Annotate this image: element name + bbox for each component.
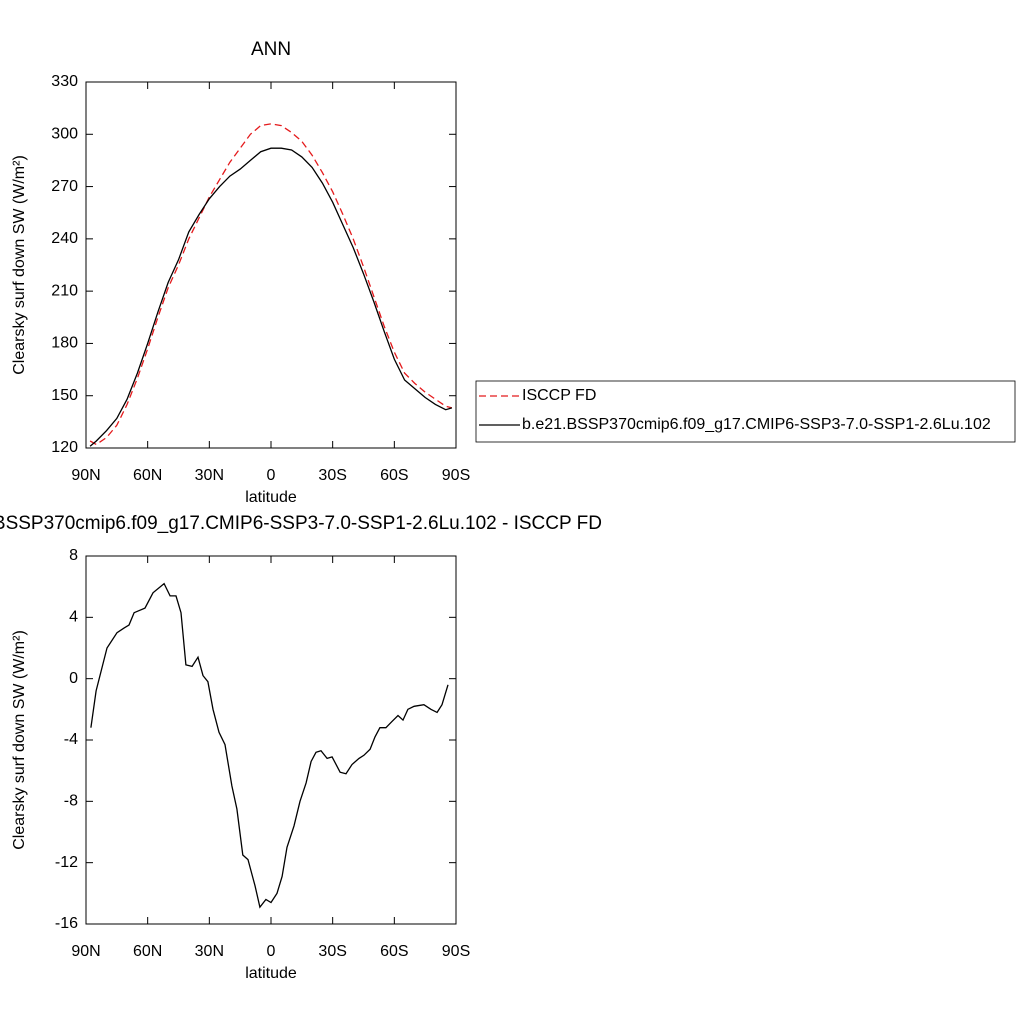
legend-box [475,380,1016,443]
x-tick-label: 90S [442,943,470,960]
y-tick-label: 4 [69,609,78,626]
y-tick-label: 0 [69,670,78,687]
x-tick-label: 90S [442,467,470,484]
y-axis-label: Clearsky surf down SW (W/m²) [11,630,28,850]
series-line [89,147,453,447]
y-tick-label: -8 [64,793,78,810]
x-tick-label: 90N [71,467,100,484]
x-tick-label: 90N [71,943,100,960]
y-tick-label: -16 [55,915,78,932]
y-tick-label: -4 [64,731,78,748]
x-tick-label: 60S [380,467,408,484]
y-tick-label: 8 [69,547,78,564]
chart-title: b.e21.BSSP370cmip6.f09_g17.CMIP6-SSP3-7.… [0,513,602,534]
x-tick-label: 60S [380,943,408,960]
x-tick-label: 0 [267,943,276,960]
y-tick-label: 210 [51,282,78,299]
x-tick-label: 30N [195,467,224,484]
y-tick-label: -12 [55,854,78,871]
x-tick-label: 0 [267,467,276,484]
plot-frame [85,81,457,449]
y-tick-label: 270 [51,178,78,195]
series-line [90,582,449,909]
y-tick-label: 180 [51,335,78,352]
chart-title: ANN [251,39,291,60]
x-axis-label: latitude [245,965,297,982]
y-tick-label: 150 [51,387,78,404]
y-tick-label: 300 [51,126,78,143]
plot-frame [85,555,457,925]
x-axis-label: latitude [245,489,297,506]
x-tick-label: 30S [318,943,346,960]
x-tick-label: 60N [133,943,162,960]
x-tick-label: 30S [318,467,346,484]
x-tick-label: 30N [195,943,224,960]
series-line [89,123,453,446]
y-tick-label: 330 [51,73,78,90]
x-tick-label: 60N [133,467,162,484]
legend-label: ISCCP FD [522,387,596,404]
y-axis-label: Clearsky surf down SW (W/m²) [11,155,28,375]
y-tick-label: 120 [51,439,78,456]
y-tick-label: 240 [51,230,78,247]
legend-label: b.e21.BSSP370cmip6.f09_g17.CMIP6-SSP3-7.… [522,416,991,433]
